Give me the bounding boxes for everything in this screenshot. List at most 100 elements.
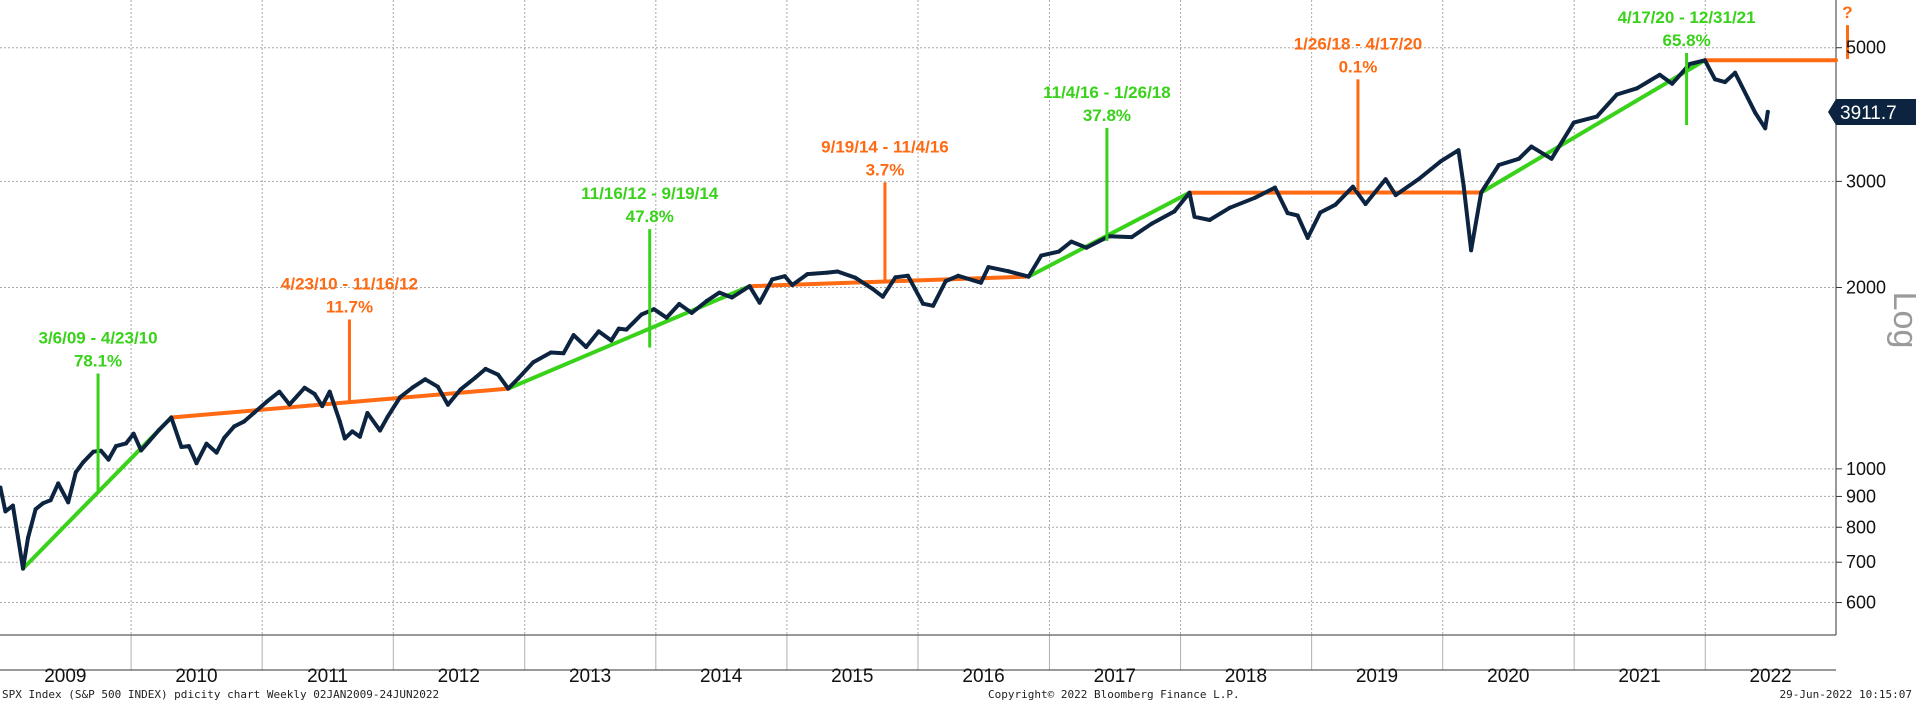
data-point: [73, 470, 78, 475]
data-point: [378, 428, 382, 433]
data-point: [10, 503, 15, 508]
annotation-change: 3.7%: [866, 160, 905, 179]
data-point: [277, 389, 282, 394]
data-point: [1039, 253, 1044, 258]
data-point: [232, 424, 237, 429]
data-point: [1733, 70, 1738, 75]
axis-labels: 2009 2010 2011 2012 2013 2014 2015 2016 2017 2018…: [44, 38, 1916, 687]
data-point: [506, 386, 511, 391]
data-point: [357, 434, 362, 439]
data-point: [1187, 190, 1192, 195]
data-point: [584, 345, 589, 349]
data-point: [1084, 245, 1089, 250]
data-point: [893, 275, 898, 280]
annotation-range: 11/4/16 - 1/26/18: [1043, 83, 1171, 102]
x-tick-label: 2014: [700, 666, 743, 687]
y-tick-label: 600: [1846, 593, 1876, 613]
data-point: [1702, 58, 1707, 63]
data-point: [1227, 205, 1232, 210]
trend-segment: [169, 386, 511, 420]
data-point: [1172, 209, 1177, 214]
data-point: [825, 270, 830, 275]
data-point: [677, 302, 682, 306]
data-point: [1207, 218, 1212, 222]
y-tick-label: 900: [1846, 486, 1876, 506]
data-point: [1687, 62, 1692, 66]
data-point: [1594, 114, 1599, 119]
x-tick-label: 2020: [1487, 666, 1529, 687]
data-point: [41, 501, 46, 506]
data-point: [1295, 213, 1300, 218]
x-tick-label: 2010: [175, 666, 217, 687]
x-tick-label: 2019: [1356, 666, 1398, 687]
data-point: [1273, 185, 1277, 190]
data-point: [98, 448, 103, 453]
data-point: [770, 277, 775, 282]
trend-segment: [506, 284, 752, 391]
cycle-annotations: 3/6/09 - 4/23/10 78.1% 4/23/10 - 11/16/12 1…: [39, 3, 1853, 491]
data-point: [1383, 177, 1388, 182]
data-point: [56, 481, 61, 486]
data-point: [169, 415, 174, 420]
data-point: [114, 444, 118, 449]
data-point: [730, 295, 734, 300]
x-tick-label: 2018: [1225, 666, 1267, 687]
annotation-range: 1/26/18 - 4/17/20: [1294, 34, 1423, 53]
data-point: [350, 429, 355, 434]
data-point: [445, 402, 450, 407]
data-point: [287, 402, 292, 407]
x-tick-label: 2022: [1749, 666, 1791, 687]
data-point: [1571, 120, 1576, 125]
log-scale-label: Log: [1886, 292, 1916, 349]
data-point: [652, 307, 656, 312]
data-point: [264, 399, 269, 404]
data-point: [1069, 239, 1074, 244]
annotation-change: 65.8%: [1662, 31, 1710, 50]
data-point: [782, 274, 787, 279]
annotation-change: 11.7%: [326, 297, 373, 316]
data-point: [91, 449, 96, 454]
data-point: [312, 392, 317, 396]
data-point: [805, 272, 810, 277]
data-point: [1318, 210, 1323, 215]
footer-timestamp: 29-Jun-2022 10:15:07: [1779, 688, 1912, 701]
data-point: [496, 372, 501, 377]
data-point: [0, 485, 3, 490]
data-point: [242, 419, 247, 424]
data-point: [757, 300, 762, 305]
data-point: [921, 301, 925, 306]
data-point: [342, 436, 347, 441]
data-point: [931, 303, 936, 308]
data-point: [398, 395, 403, 400]
data-point: [853, 275, 858, 280]
annotation-range: 4/17/20 - 12/31/21: [1618, 8, 1756, 27]
data-point: [302, 385, 307, 390]
data-point: [639, 312, 644, 317]
last-value-box: [1828, 98, 1916, 125]
x-tick-label: 2011: [307, 666, 348, 687]
data-point: [1745, 95, 1750, 100]
data-point: [214, 450, 219, 455]
annotation-change: 37.8%: [1083, 106, 1131, 125]
data-point: [1670, 81, 1675, 86]
data-point: [1765, 109, 1770, 114]
data-point: [26, 535, 30, 540]
data-point: [3, 509, 8, 514]
data-point: [835, 269, 840, 274]
data-point: [1026, 274, 1031, 279]
data-point: [790, 283, 795, 287]
data-point: [106, 457, 111, 462]
data-point: [905, 273, 910, 278]
data-point: [1529, 144, 1534, 149]
data-point: [1129, 235, 1134, 240]
data-point: [1516, 156, 1521, 161]
data-point: [689, 310, 694, 315]
data-point: [1006, 269, 1011, 274]
data-point: [1363, 202, 1368, 206]
data-point: [222, 436, 227, 440]
data-point: [1350, 184, 1355, 189]
data-point: [365, 411, 370, 415]
y-tick-label: 700: [1846, 552, 1876, 572]
x-tick-label: 2012: [438, 666, 480, 687]
